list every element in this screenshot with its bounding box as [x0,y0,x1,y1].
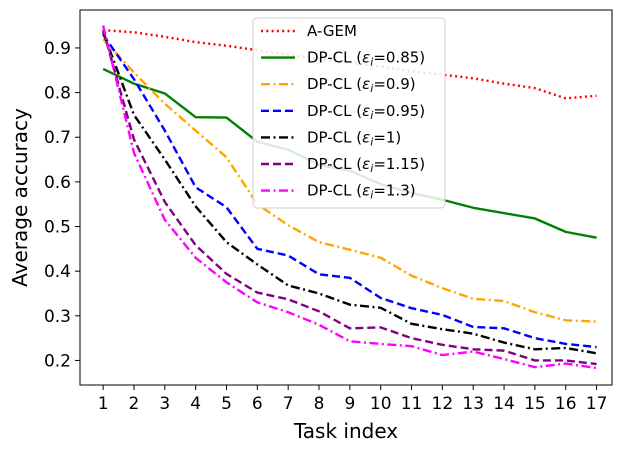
x-tick-label: 10 [370,394,392,414]
x-tick-label: 17 [586,394,608,414]
plot-frame [79,9,613,386]
legend-label: A-GEM [307,22,357,40]
x-tick-label: 14 [493,394,515,414]
x-tick-label: 9 [344,394,355,414]
y-tick-label: 0.4 [44,262,71,282]
x-tick-label: 4 [190,394,201,414]
x-tick-label: 8 [314,394,325,414]
x-tick-label: 15 [524,394,546,414]
legend-label: DP-CL (εi=1) [307,128,401,148]
x-tick-label: 2 [129,394,140,414]
series-line-1 [103,28,597,100]
y-axis-label: Average accuracy [8,108,32,287]
x-tick-label: 12 [432,394,454,414]
series-line-7 [101,25,597,370]
y-tick-label: 0.6 [44,173,71,193]
series-line-5 [102,31,597,355]
series-layer [101,25,597,370]
x-tick-label: 3 [159,394,170,414]
legend-label: DP-CL (εi=1.15) [307,155,425,175]
x-tick-label: 5 [221,394,232,414]
x-tick-label: 11 [401,394,423,414]
series-line-4 [102,33,597,349]
x-axis-label: Task index [293,419,398,443]
y-axis: 0.2 0.3 0.4 0.5 0.6 0.7 0.8 0.9 [44,39,80,371]
x-tick-label: 7 [283,394,294,414]
y-tick-label: 0.7 [44,128,71,148]
legend: A-GEM DP-CL (εi=0.85) DP-CL (εi=0.9) DP-CL … [252,17,446,209]
legend-label: DP-CL (εi=1.3) [307,182,416,202]
y-tick-label: 0.2 [44,351,71,371]
x-tick-label: 1 [98,394,109,414]
x-axis: 1 2 3 4 5 6 7 8 9 10 11 12 13 14 15 16 17 [98,385,608,414]
series-line-3 [102,38,597,323]
x-tick-label: 6 [252,394,263,414]
legend-box [252,17,446,209]
legend-label: DP-CL (εi=0.95) [307,102,425,122]
legend-label: DP-CL (εi=0.85) [307,49,425,69]
y-tick-label: 0.3 [44,307,71,327]
legend-label: DP-CL (εi=0.9) [307,75,416,95]
series-line-6 [101,29,597,366]
y-tick-label: 0.9 [44,39,71,59]
y-tick-label: 0.5 [44,218,71,238]
x-tick-label: 13 [462,394,484,414]
y-tick-label: 0.8 [44,84,71,104]
x-tick-label: 16 [555,394,577,414]
